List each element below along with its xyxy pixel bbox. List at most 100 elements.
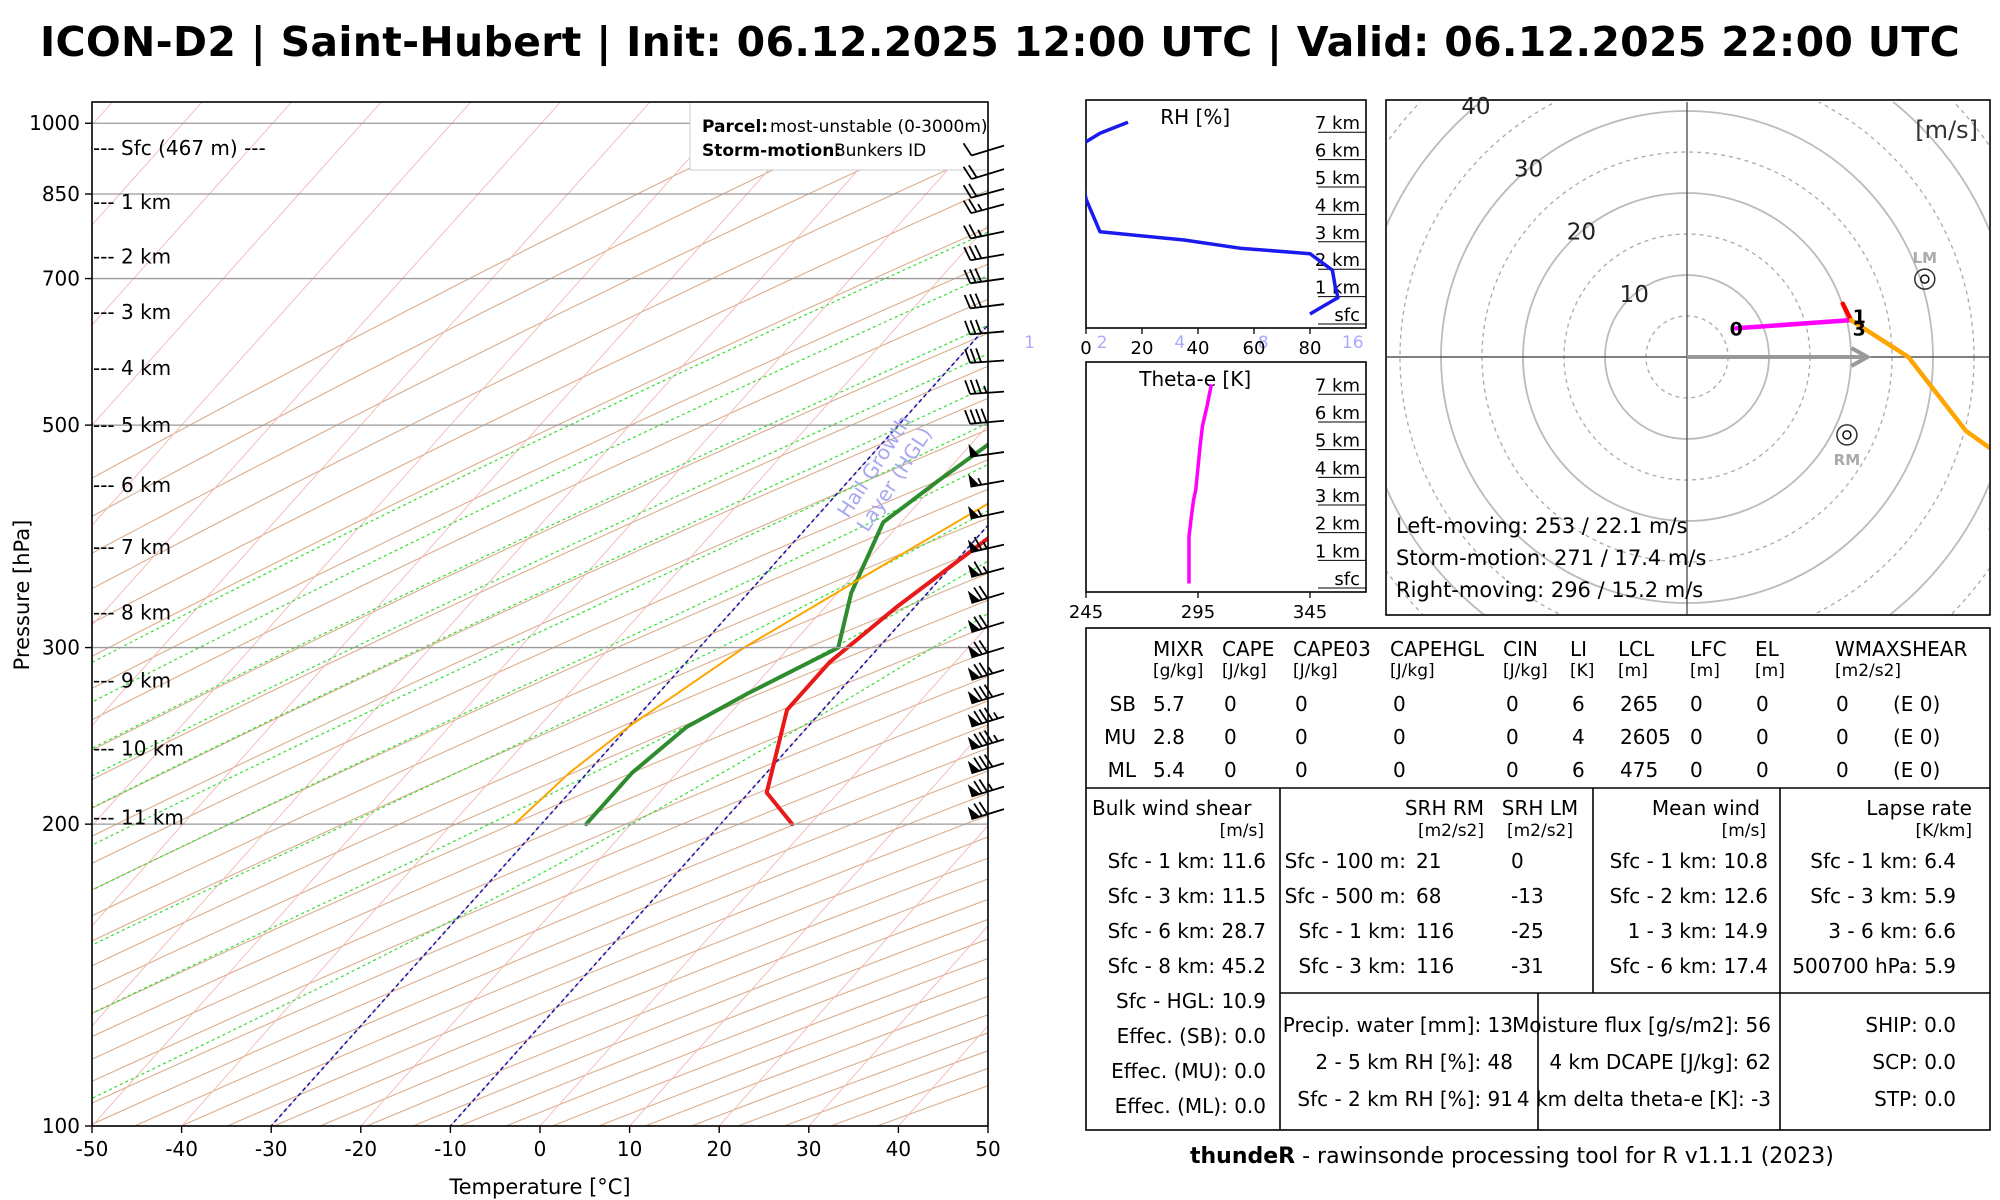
mean-wind-item: 1 - 3 km: 14.9 bbox=[1628, 919, 1768, 943]
dry-adiabat bbox=[92, 488, 988, 891]
srh-lm-value: -13 bbox=[1511, 884, 1544, 908]
barb-flag bbox=[969, 409, 977, 424]
legend-box bbox=[689, 101, 989, 171]
isotherm bbox=[718, 824, 988, 1126]
table-cell: 0 bbox=[1506, 692, 1519, 716]
storm-marker-label: RM bbox=[1834, 451, 1860, 469]
isotherm bbox=[92, 102, 741, 827]
isotherm bbox=[92, 102, 830, 927]
height-label: --- 4 km bbox=[93, 356, 171, 380]
wind-barb bbox=[967, 536, 1005, 554]
barb-half-flag bbox=[977, 509, 983, 517]
storm-motion-text: Storm-motion: 271 / 17.4 m/s bbox=[1396, 546, 1706, 570]
mixing-ratio-label: 8 bbox=[1258, 333, 1269, 353]
wind-barb bbox=[968, 443, 1005, 458]
wind-barb bbox=[967, 561, 1005, 578]
x-tick-label: -40 bbox=[165, 1137, 198, 1161]
table-cell: 0 bbox=[1393, 725, 1406, 749]
profile-height-label: 3 km bbox=[1315, 223, 1360, 244]
wind-barb bbox=[967, 779, 1005, 798]
footer: thundeR - rawinsonde processing tool for… bbox=[1190, 1144, 1834, 1169]
srh-lm-unit: [m2/s2] bbox=[1507, 821, 1573, 841]
profile-x-tick-label: 60 bbox=[1243, 338, 1266, 359]
height-label: --- 9 km bbox=[93, 669, 171, 693]
table-cell: 2.8 bbox=[1153, 725, 1185, 749]
dry-adiabat bbox=[92, 397, 988, 809]
barb-flag bbox=[975, 408, 982, 424]
barb-flag bbox=[963, 246, 972, 261]
srh-rm-value: 116 bbox=[1416, 919, 1454, 943]
legend-parcel-value: most-unstable (0-3000m) bbox=[770, 117, 988, 137]
flux-item: 4 km DCAPE [J/kg]: 62 bbox=[1549, 1050, 1771, 1074]
bulk-shear-item: Sfc - 1 km: 11.6 bbox=[1108, 849, 1266, 873]
table-cell: 0 bbox=[1224, 692, 1237, 716]
table-header-unit: [J/kg] bbox=[1390, 661, 1435, 681]
barb-flag bbox=[973, 587, 983, 601]
profile-x-tick-label: 0 bbox=[1080, 338, 1091, 359]
footer-text: - rawinsonde processing tool for R v1.1.… bbox=[1295, 1144, 1834, 1169]
x-tick-label: 10 bbox=[617, 1137, 642, 1161]
barb-flag bbox=[978, 779, 989, 793]
wind-barb bbox=[962, 183, 1005, 199]
temperature-profile bbox=[764, 535, 988, 827]
barb-flag bbox=[975, 348, 982, 363]
srh-row-label: Sfc - 500 m: bbox=[1285, 884, 1406, 908]
wind-barb bbox=[967, 662, 1005, 681]
mixing-ratio-label: 4 bbox=[1174, 333, 1185, 353]
barb-flag bbox=[973, 803, 983, 817]
table-cell: 4 bbox=[1572, 725, 1585, 749]
barb-flag bbox=[983, 730, 994, 744]
mixing-ratio-label: 1 bbox=[1024, 333, 1035, 353]
y-tick-label: 700 bbox=[42, 267, 80, 291]
barb-pennant bbox=[967, 714, 981, 727]
x-tick-label: -10 bbox=[434, 1137, 467, 1161]
table-header: CAPE03 bbox=[1293, 637, 1371, 661]
table-cell: 0 bbox=[1393, 758, 1406, 782]
storm-marker-dot bbox=[1842, 430, 1852, 440]
srh-lm-value: 0 bbox=[1511, 849, 1524, 873]
barb-pennant bbox=[967, 590, 981, 603]
barb-flag bbox=[973, 733, 983, 747]
wind-barbs bbox=[962, 142, 1005, 820]
barb-flag bbox=[973, 561, 983, 575]
profile-x-tick-label: 245 bbox=[1069, 602, 1103, 623]
hodograph-unit: [m/s] bbox=[1915, 116, 1978, 144]
barb-flag bbox=[968, 198, 978, 213]
table-cell: 0 bbox=[1295, 692, 1308, 716]
barb-staff bbox=[971, 144, 1005, 157]
srh-row-label: Sfc - 3 km: bbox=[1298, 954, 1406, 978]
table-cell: 0 bbox=[1836, 725, 1849, 749]
table-row-label: MU bbox=[1104, 725, 1136, 749]
table-cell: 5.4 bbox=[1153, 758, 1185, 782]
isotherm bbox=[629, 724, 988, 1126]
height-label: --- Sfc (467 m) --- bbox=[93, 136, 266, 160]
table-header: CAPE bbox=[1222, 637, 1274, 661]
table-cell: (E 0) bbox=[1893, 758, 1940, 782]
profile-height-label: 7 km bbox=[1315, 113, 1360, 134]
dry-adiabat bbox=[92, 625, 988, 1015]
barb-flag bbox=[964, 320, 971, 335]
barb-flag bbox=[978, 585, 989, 599]
y-tick-label: 300 bbox=[42, 636, 80, 660]
profile-height-label: sfc bbox=[1334, 305, 1360, 326]
bulk-shear-item: Effec. (ML): 0.0 bbox=[1115, 1094, 1266, 1118]
table-header-unit: [J/kg] bbox=[1293, 661, 1338, 681]
table-header-unit: [J/kg] bbox=[1222, 661, 1267, 681]
wind-barb bbox=[967, 730, 1005, 751]
srh-lm-value: -25 bbox=[1511, 919, 1544, 943]
barb-flag bbox=[964, 379, 971, 395]
hodograph-segment bbox=[1840, 301, 1854, 323]
table-cell: 0 bbox=[1295, 725, 1308, 749]
barb-staff bbox=[971, 738, 1005, 751]
isotherm bbox=[92, 102, 561, 627]
hodograph-segment bbox=[1988, 527, 1989, 531]
barb-pennant bbox=[967, 736, 981, 750]
moisture-item: Precip. water [mm]: 13 bbox=[1283, 1013, 1513, 1037]
height-label: --- 6 km bbox=[93, 473, 171, 497]
table-cell: 2605 bbox=[1620, 725, 1671, 749]
moist-adiabat bbox=[92, 463, 988, 891]
barb-flag bbox=[969, 293, 977, 309]
table-header-unit: [g/kg] bbox=[1153, 661, 1203, 681]
height-label: --- 2 km bbox=[93, 245, 171, 269]
